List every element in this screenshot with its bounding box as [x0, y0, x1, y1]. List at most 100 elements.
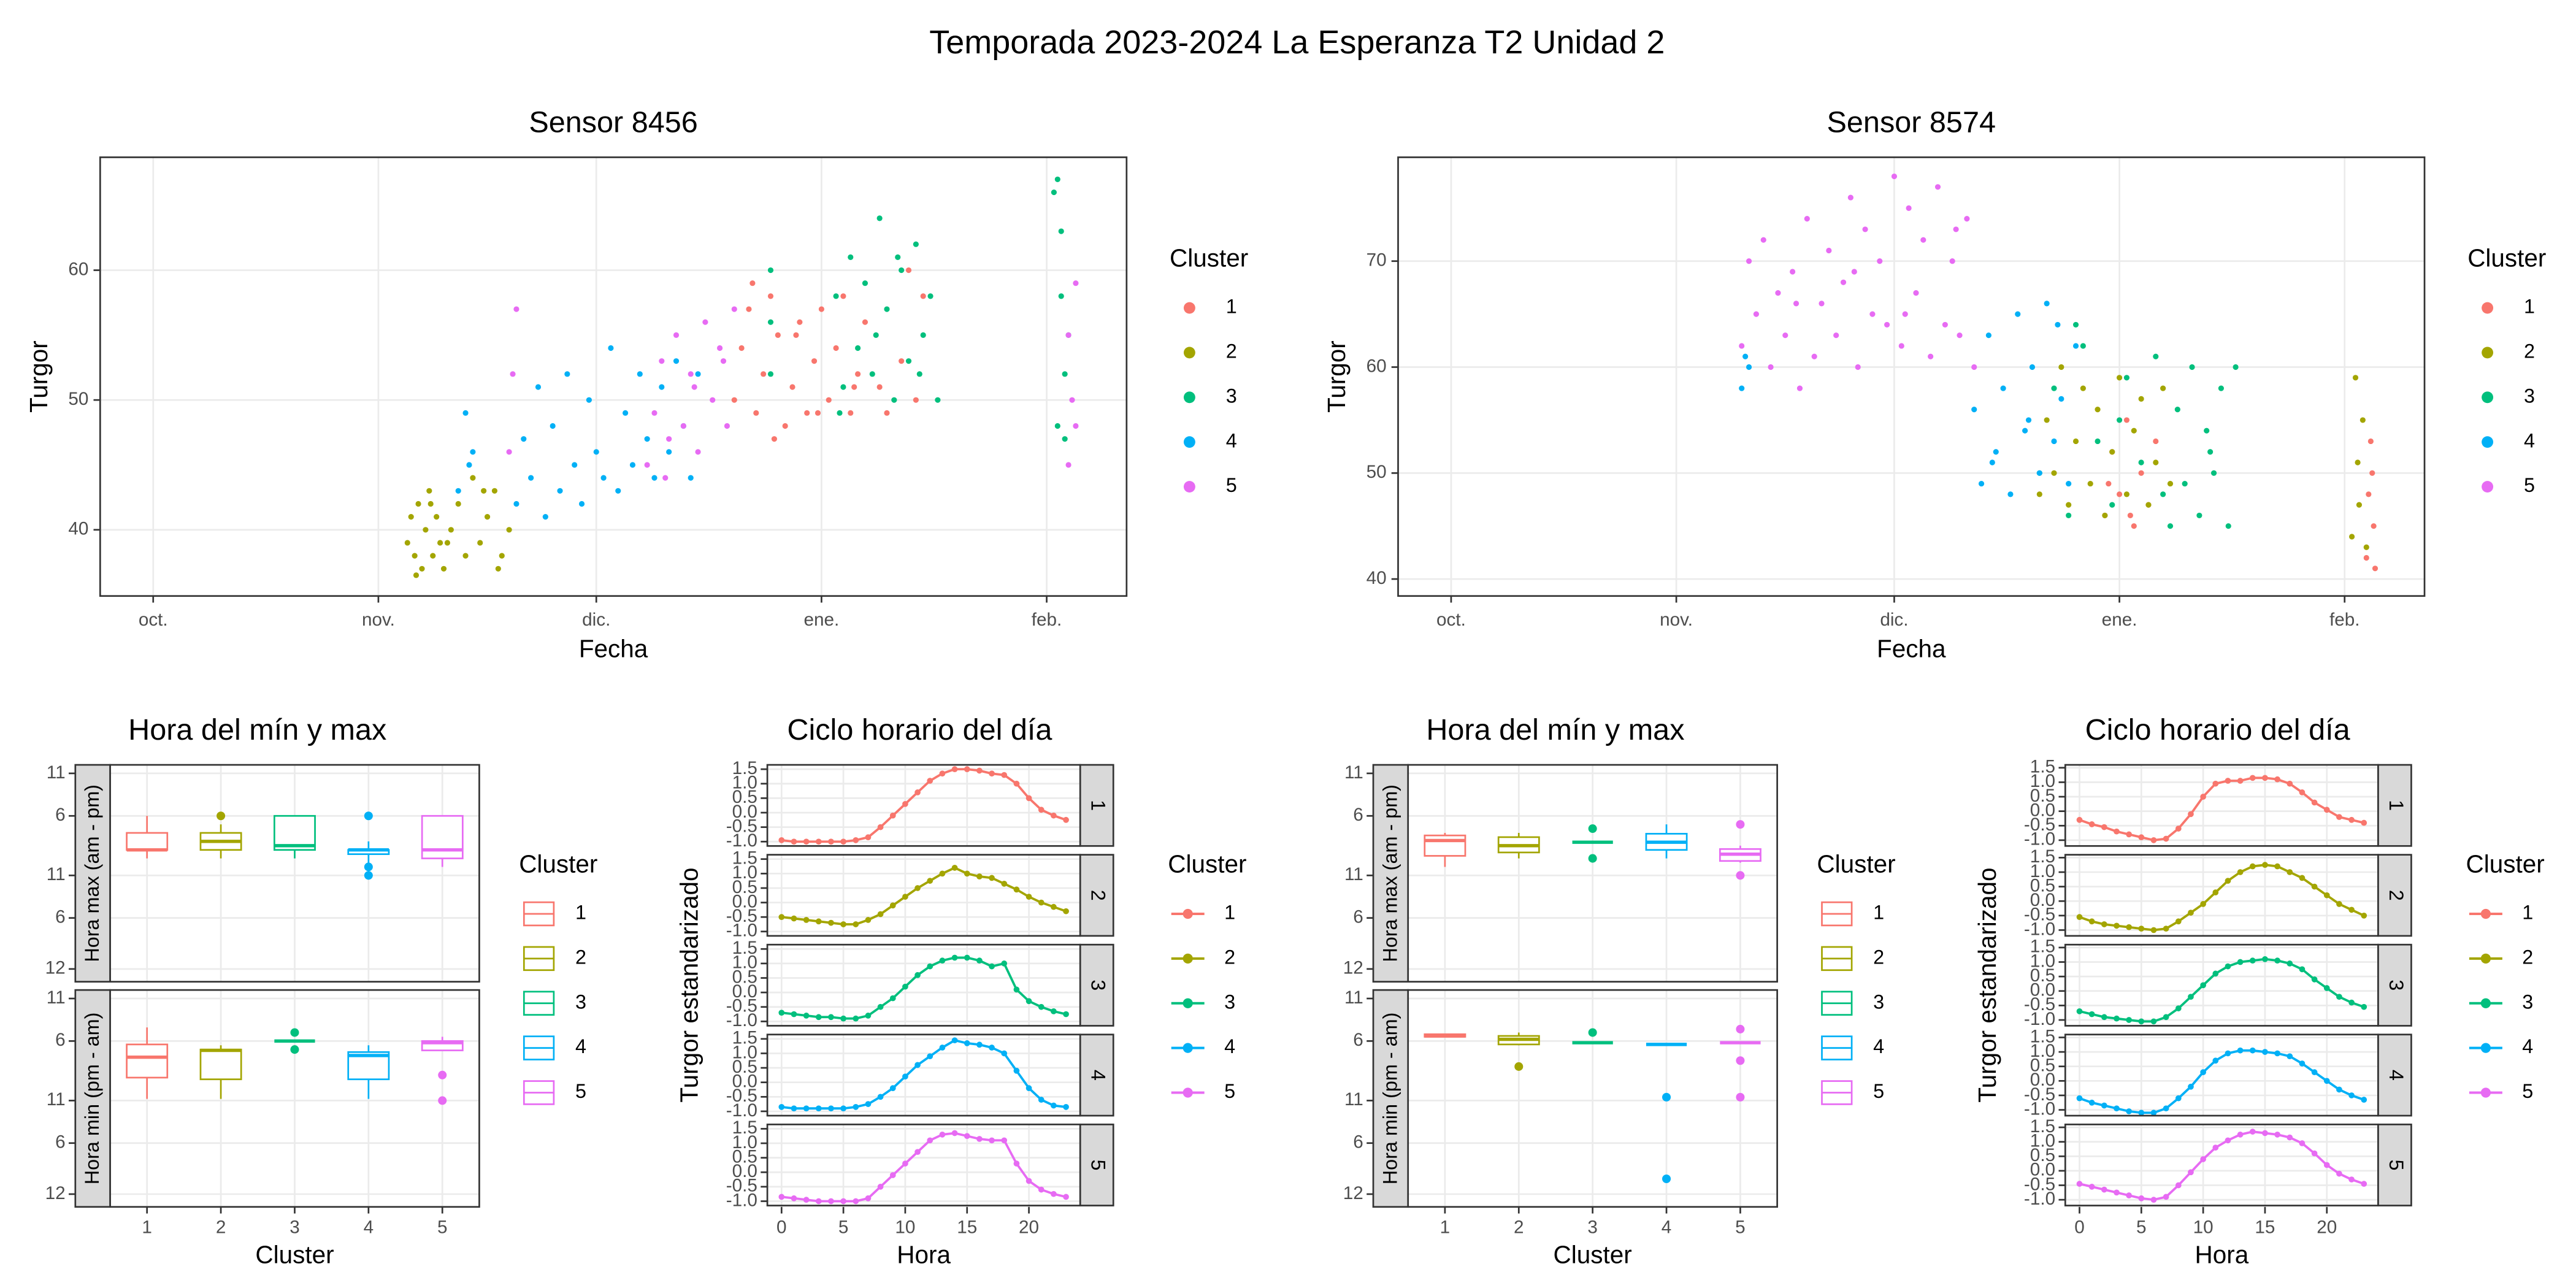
- panel-background: [100, 157, 1127, 596]
- strip-label: 2: [2385, 890, 2407, 901]
- strip-label: Hora min (pm - am): [1379, 1013, 1401, 1185]
- point: [877, 1094, 884, 1100]
- legend-title: Cluster: [2466, 849, 2545, 878]
- point: [2175, 1095, 2182, 1102]
- point: [927, 1053, 933, 1060]
- point: [2361, 1003, 2367, 1010]
- point: [753, 410, 759, 416]
- point: [2138, 459, 2144, 466]
- point: [2299, 875, 2306, 881]
- point: [1025, 1178, 1032, 1184]
- point: [1985, 332, 1991, 339]
- point: [914, 885, 921, 891]
- point: [2167, 480, 2174, 487]
- y-tick-label: 50: [68, 389, 88, 409]
- point: [951, 1130, 958, 1137]
- legend-key: [1183, 953, 1193, 964]
- x-tick-label: 3: [289, 1217, 300, 1238]
- point: [2225, 963, 2231, 970]
- x-tick-label: dic.: [1880, 610, 1908, 630]
- point: [2336, 1170, 2342, 1177]
- legend-key: [1183, 1087, 1193, 1098]
- point: [550, 423, 556, 429]
- point: [989, 1045, 995, 1051]
- point: [1934, 184, 1941, 190]
- point: [862, 319, 868, 325]
- point: [2237, 1131, 2244, 1138]
- point: [513, 306, 519, 312]
- box: [126, 832, 169, 851]
- point: [1069, 397, 1075, 403]
- point: [499, 553, 505, 559]
- point: [1971, 364, 1977, 370]
- point: [2025, 417, 2032, 423]
- point: [542, 514, 548, 520]
- x-tick-label: 0: [776, 1217, 787, 1238]
- y-tick-label: -1.0: [726, 921, 757, 941]
- y-tick-label: 0.0: [2030, 980, 2055, 1000]
- y-tick-label: 0.0: [2030, 890, 2055, 910]
- point: [2058, 364, 2064, 370]
- point: [778, 1194, 785, 1200]
- point: [2076, 1181, 2083, 1187]
- point: [1051, 1190, 1057, 1197]
- panel-background: [767, 1034, 1081, 1116]
- point: [2188, 1083, 2194, 1090]
- point: [738, 345, 745, 351]
- strip: [74, 764, 111, 983]
- point: [2101, 1186, 2107, 1193]
- point: [419, 565, 425, 572]
- point: [2160, 491, 2166, 497]
- point: [462, 410, 469, 416]
- point: [876, 384, 883, 390]
- point: [586, 397, 592, 403]
- point: [927, 878, 933, 884]
- point: [470, 449, 476, 455]
- point: [2066, 502, 2072, 508]
- point: [2299, 1060, 2306, 1067]
- point: [2131, 427, 2137, 434]
- point: [1957, 332, 1963, 339]
- point: [877, 911, 884, 918]
- legend-label: 4: [1873, 1035, 1884, 1057]
- point: [1063, 1011, 1069, 1018]
- y-tick-label: -0.5: [2024, 994, 2055, 1014]
- y-tick-label: 1.5: [732, 938, 757, 958]
- strip: [2377, 1123, 2412, 1206]
- point: [853, 1198, 859, 1205]
- point: [2299, 789, 2306, 795]
- point: [2249, 1129, 2256, 1135]
- point: [939, 1045, 946, 1051]
- strip: [1079, 854, 1114, 937]
- point: [914, 972, 921, 978]
- chart-title: Sensor 8456: [529, 105, 697, 139]
- point: [877, 1003, 884, 1010]
- point: [666, 436, 672, 442]
- point: [976, 1136, 983, 1142]
- y-tick-label: -1.0: [2024, 829, 2055, 849]
- point: [855, 345, 861, 351]
- point: [828, 1014, 834, 1021]
- point: [651, 475, 657, 481]
- panel-border: [99, 156, 1128, 597]
- point: [2095, 407, 2101, 413]
- point: [2237, 1047, 2244, 1054]
- outlier: [364, 862, 373, 872]
- point: [2233, 364, 2239, 370]
- point: [905, 358, 912, 364]
- point: [2175, 1005, 2182, 1011]
- x-tick-label: 20: [2317, 1217, 2337, 1238]
- y-tick-label: 0.0: [732, 802, 757, 822]
- point: [1964, 216, 1970, 222]
- point: [2076, 816, 2083, 823]
- legend-key: [1183, 436, 1195, 448]
- point: [2323, 985, 2330, 991]
- point: [2051, 438, 2057, 445]
- y-tick-label: 11: [47, 987, 66, 1008]
- point: [2200, 1069, 2206, 1076]
- point: [877, 824, 884, 830]
- point: [2323, 892, 2330, 899]
- point: [1796, 385, 1803, 391]
- point: [2336, 814, 2342, 820]
- point: [662, 475, 669, 481]
